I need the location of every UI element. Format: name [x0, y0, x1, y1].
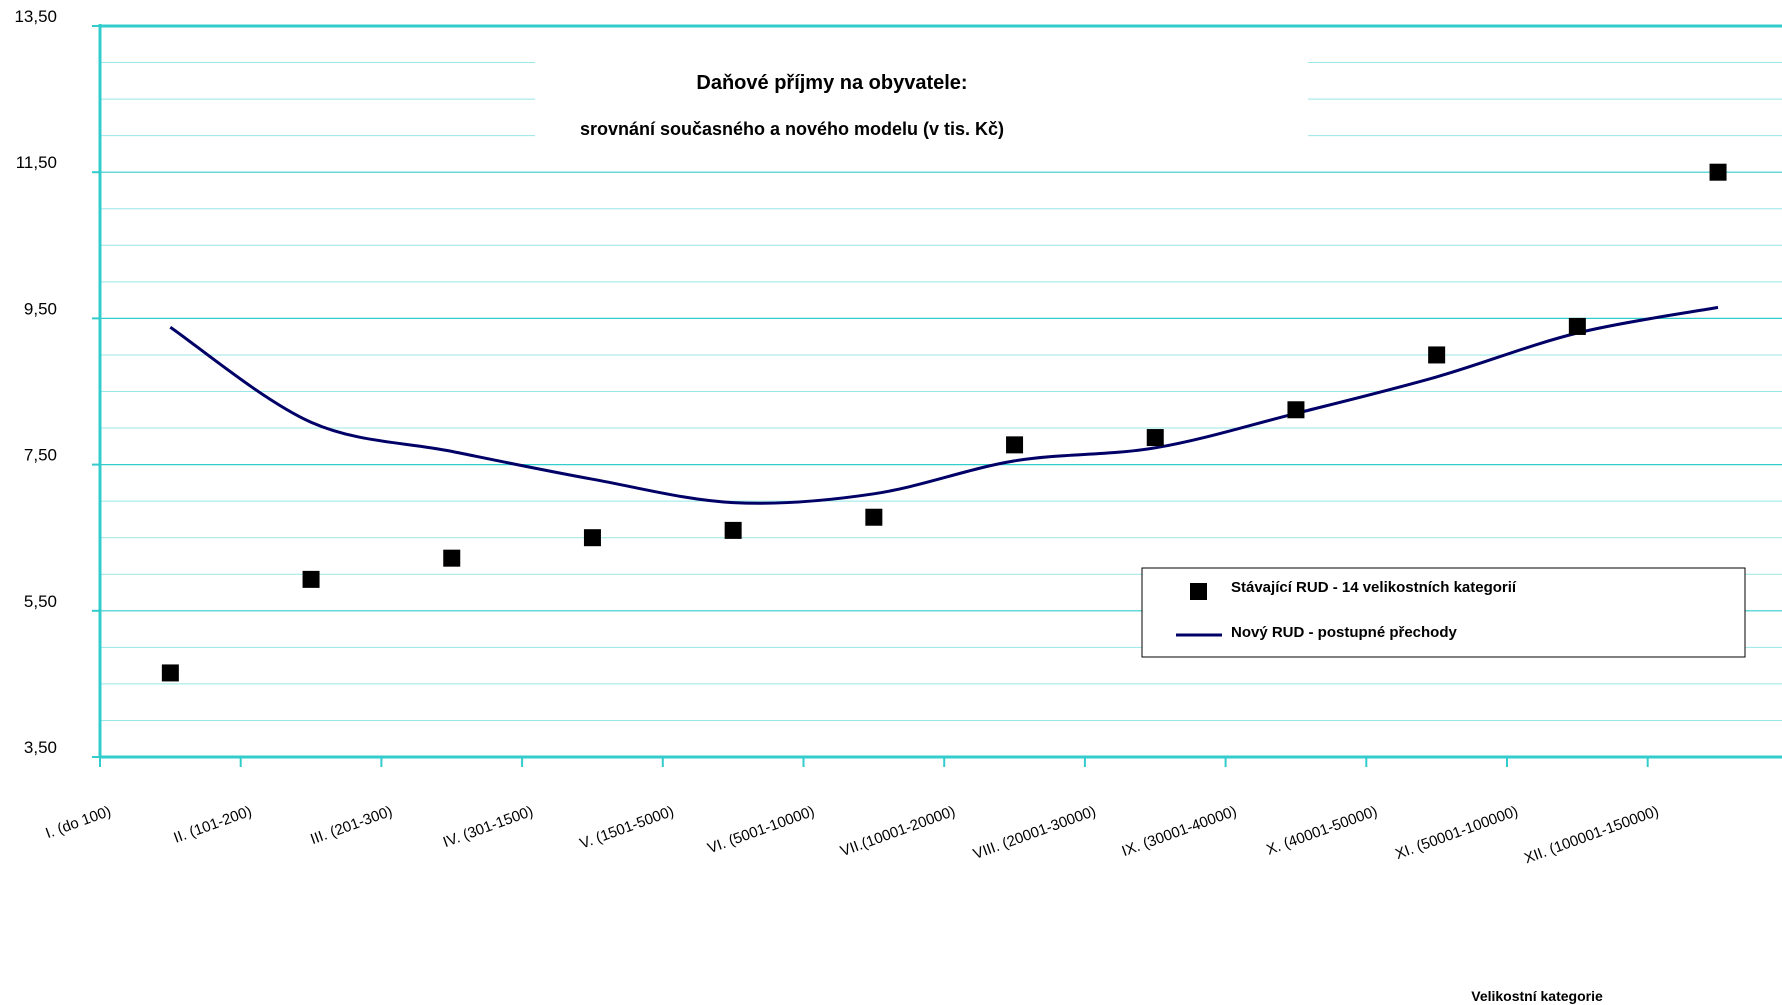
y-tick-label: 13,50 [14, 7, 57, 26]
data-point-stavajici-rud [1146, 429, 1164, 447]
y-tick-label: 9,50 [24, 299, 57, 318]
x-tick-label: VI. (5001-10000) [705, 803, 817, 857]
y-tick-label: 3,50 [24, 738, 57, 757]
data-point-stavajici-rud [302, 570, 320, 588]
data-point-stavajici-rud [865, 508, 883, 526]
x-tick-label: VIII. (20001-30000) [971, 803, 1098, 863]
y-axis [98, 24, 1782, 757]
x-tick-label: IV. (301-1500) [441, 803, 536, 851]
x-tick-label: VII.(10001-20000) [838, 803, 957, 860]
data-point-stavajici-rud [1287, 401, 1305, 419]
y-axis-ticks: 3,50 5,50 7,50 9,50 11,50 13,50 [14, 7, 100, 758]
data-point-stavajici-rud [583, 529, 601, 547]
x-tick-label: III. (201-300) [308, 803, 395, 848]
x-tick-label: I. (do 100) [43, 803, 113, 842]
x-tick-label: V. (1501-5000) [578, 803, 677, 853]
chart-subtitle: srovnání současného a nového modelu (v t… [580, 119, 1004, 139]
x-axis [99, 755, 1782, 767]
data-point-stavajici-rud [724, 521, 742, 539]
x-tick-label: II. (101-200) [171, 803, 254, 847]
x-tick-label: X. (40001-50000) [1264, 803, 1380, 859]
legend: Stávající RUD - 14 velikostních kategori… [1141, 567, 1746, 658]
y-tick-label: 7,50 [24, 446, 57, 465]
x-tick-label: XII. (100001-150000) [1522, 803, 1661, 867]
data-point-stavajici-rud [161, 664, 179, 682]
data-point-stavajici-rud [1006, 436, 1024, 454]
legend-marker-scatter [1190, 583, 1207, 600]
data-point-stavajici-rud [1568, 317, 1586, 335]
series-line-group [169, 305, 1719, 505]
legend-label-line: Nový RUD - postupné přechody [1231, 624, 1458, 641]
legend-box [1141, 567, 1746, 658]
legend-label-scatter: Stávající RUD - 14 velikostních kategori… [1231, 579, 1517, 596]
x-tick-label: IX. (30001-40000) [1120, 803, 1239, 860]
x-axis-label: Velikostní kategorie [1471, 988, 1603, 1004]
x-tick-label: XI. (50001-100000) [1393, 803, 1520, 863]
series-line-novy-rud [169, 305, 1719, 505]
y-tick-label: 11,50 [16, 153, 57, 172]
x-tick-labels: I. (do 100) II. (101-200) III. (201-300) IV… [43, 803, 1661, 867]
chart-title: Daňové příjmy na obyvatele: [696, 72, 967, 94]
data-point-stavajici-rud [1428, 346, 1446, 364]
data-point-stavajici-rud [1709, 163, 1727, 181]
y-tick-label: 5,50 [24, 592, 57, 611]
data-point-stavajici-rud [443, 549, 461, 567]
series-points-group [161, 163, 1727, 682]
title-background [535, 62, 1308, 147]
